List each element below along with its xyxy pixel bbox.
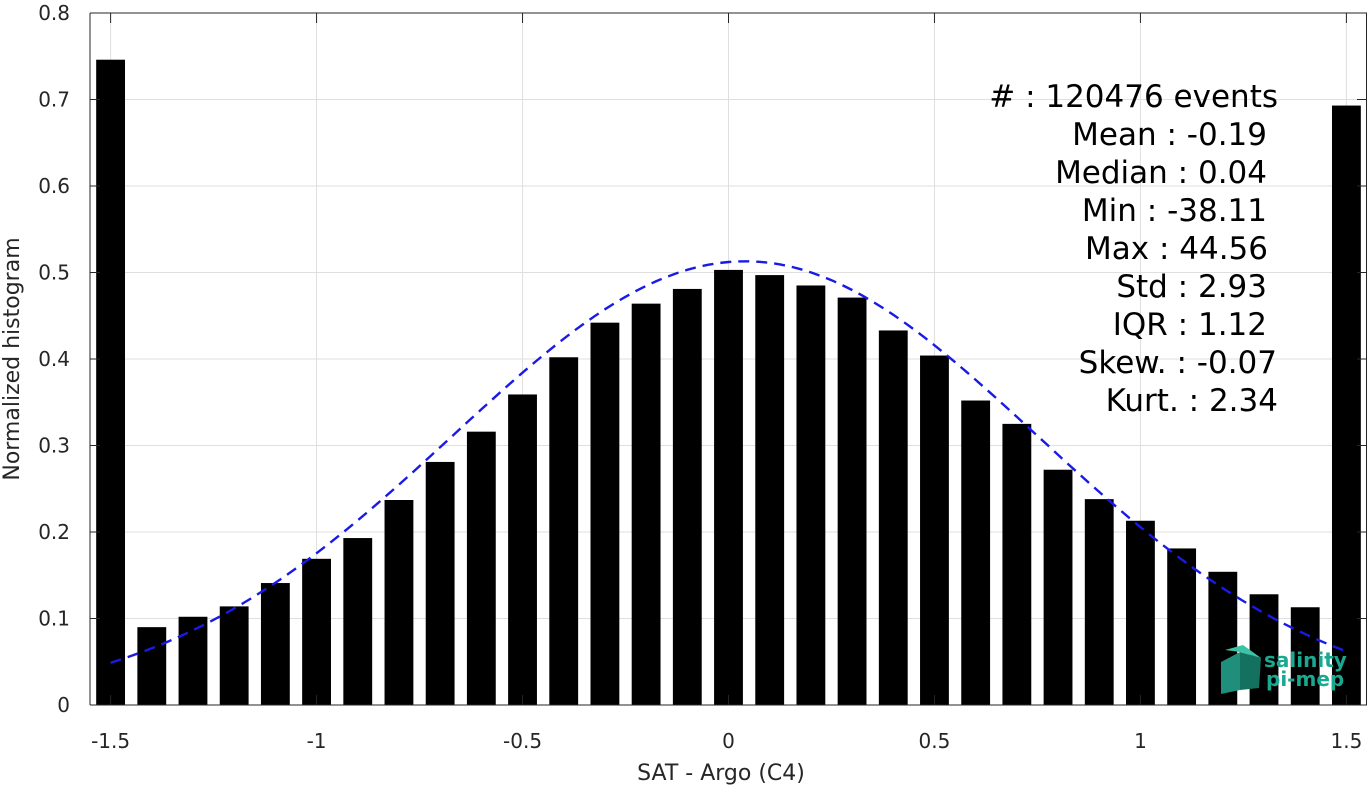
histogram-bar (714, 269, 743, 705)
histogram-bar (1043, 469, 1073, 705)
y-tick-label: 0.4 (38, 347, 70, 371)
histogram-bar (466, 431, 496, 705)
y-tick-label: 0.7 (38, 88, 70, 112)
salinity-pi-mep-logo: salinity pi-mep (1221, 645, 1347, 694)
y-tick-label: 0.1 (38, 607, 70, 631)
histogram-bar (302, 558, 331, 705)
histogram-bar (1331, 105, 1361, 706)
x-tick-label: 0 (722, 729, 735, 753)
histogram-bar (796, 285, 826, 705)
statistics-line: # : 120476 events (989, 79, 1278, 115)
histogram-bar (425, 461, 455, 705)
statistics-line: Min : -38.11 (1082, 193, 1267, 229)
histogram-bar (343, 538, 373, 705)
y-tick-label: 0.8 (38, 1, 70, 25)
histogram-bar (137, 627, 167, 705)
normal-fit-curve (110, 260, 1347, 664)
x-axis-title: SAT - Argo (C4) (637, 761, 805, 786)
x-tick-label: 1 (1134, 729, 1147, 753)
statistics-line: Kurt. : 2.34 (1106, 383, 1278, 419)
statistics-line: Skew. : -0.07 (1079, 345, 1277, 381)
statistics-line: Std : 2.93 (1116, 269, 1267, 305)
y-tick-label: 0.6 (38, 174, 70, 198)
statistics-line: Median : 0.04 (1055, 155, 1267, 191)
y-tick-label: 0.2 (38, 520, 70, 544)
histogram-bar (219, 606, 249, 705)
histogram-bar (1084, 499, 1114, 705)
x-tick-label: -1.5 (91, 729, 130, 753)
y-tick-label: 0.5 (38, 261, 70, 285)
histogram-bar (878, 330, 908, 705)
histogram-bar (755, 275, 785, 705)
x-tick-label: 0.5 (919, 729, 951, 753)
logo-text-salinity: salinity (1264, 648, 1347, 672)
histogram-bar (961, 400, 991, 705)
logo-cube-front (1221, 652, 1240, 694)
logo-text-pi-mep: pi-mep (1266, 667, 1344, 691)
histogram-bar (1290, 607, 1320, 705)
logo-cube-top (1225, 645, 1261, 658)
tick-labels: -1.5 -1 -0.5 0 0.5 1 1.5 0 0.1 0.2 0.3 0.4 0.5 0.6 0.7… (38, 1, 1362, 753)
histogram-bar (920, 355, 949, 705)
histogram-bar (260, 583, 290, 705)
statistics-line: Mean : -0.19 (1072, 117, 1267, 153)
histogram-bar (384, 499, 414, 705)
x-tick-label: -0.5 (503, 729, 542, 753)
y-axis-title: Normalized histogram (0, 237, 25, 480)
histogram-bar (178, 616, 208, 705)
axes-layer (89, 12, 1367, 706)
histogram-bar (1167, 548, 1197, 705)
histogram-bar (590, 322, 620, 705)
x-tick-label: -1 (307, 729, 327, 753)
bars-layer (96, 59, 1361, 706)
histogram-bar (1126, 520, 1155, 705)
logo-cube-side (1240, 652, 1261, 690)
statistics-line: IQR : 1.12 (1113, 307, 1267, 343)
x-tick-label: 1.5 (1330, 729, 1362, 753)
y-tick-label: 0 (57, 693, 70, 717)
histogram-bar (508, 394, 537, 705)
statistics-line: Max : 44.56 (1085, 231, 1268, 267)
histogram-bar (672, 288, 702, 705)
histogram-bar (549, 357, 579, 705)
y-tick-label: 0.3 (38, 434, 70, 458)
histogram-bar (631, 303, 661, 705)
histogram-bar (837, 297, 867, 705)
histogram-bar (96, 59, 126, 705)
histogram-bar (1002, 423, 1032, 705)
